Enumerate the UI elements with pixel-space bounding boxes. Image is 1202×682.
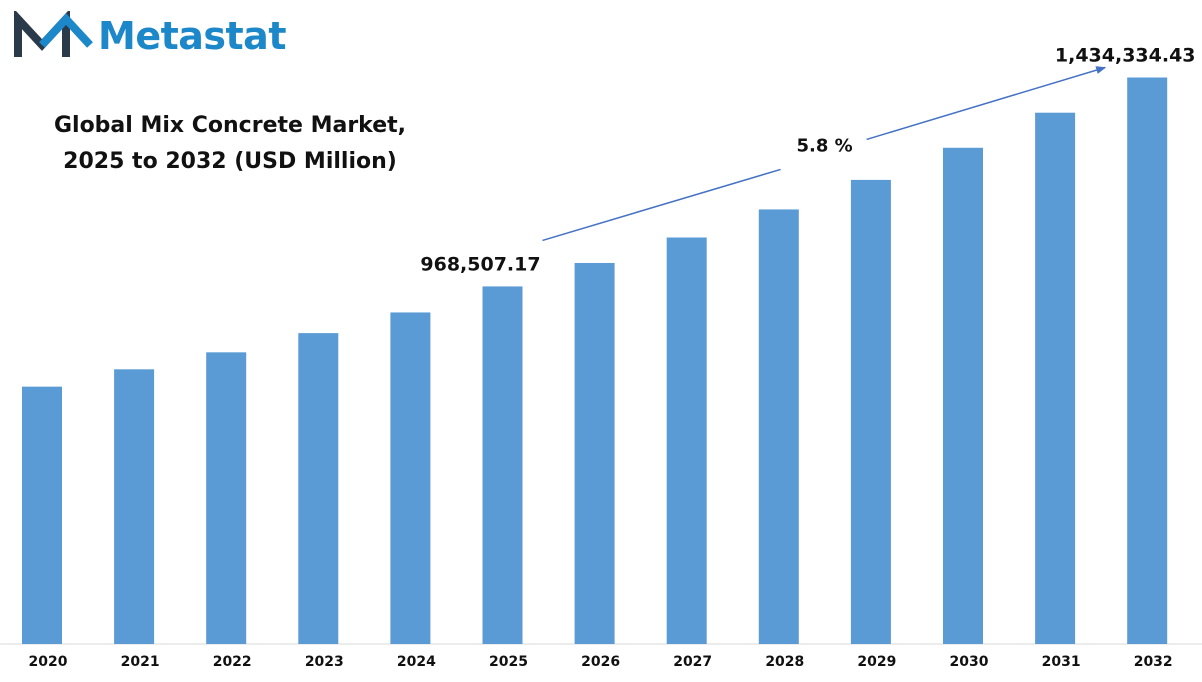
bar-2026 — [574, 262, 615, 644]
bar-2025 — [482, 286, 523, 644]
x-tick-label-2026: 2026 — [581, 654, 620, 670]
x-tick-label-2020: 2020 — [29, 654, 68, 670]
bar-2031 — [1035, 112, 1076, 644]
x-tick-label-2031: 2031 — [1042, 654, 1081, 670]
growth-rate-label: 5.8 % — [796, 135, 852, 156]
growth-arrow-segment-1 — [542, 168, 781, 242]
bar-2030 — [943, 147, 983, 644]
x-tick-label-2032: 2032 — [1134, 654, 1173, 670]
bar-2022 — [206, 352, 247, 644]
growth-arrow-segment-2 — [866, 66, 1107, 141]
bar-2029 — [850, 179, 891, 644]
x-tick-label-2030: 2030 — [950, 654, 989, 670]
x-tick-label-2022: 2022 — [213, 654, 252, 670]
chart-title-line-1: Global Mix Concrete Market, — [53, 113, 407, 138]
bar-2032 — [1127, 77, 1168, 645]
x-tick-label-2028: 2028 — [765, 654, 804, 670]
chart-title-line-2: 2025 to 2032 (USD Million) — [63, 149, 397, 174]
bar-2027 — [666, 237, 707, 644]
chart-title: Global Mix Concrete Market, 2025 to 2032… — [30, 108, 430, 180]
x-tick-label-2024: 2024 — [397, 654, 436, 670]
data-label-2025: 968,507.17 — [420, 253, 540, 275]
bar-2021 — [114, 369, 155, 644]
brand-name: Metastat — [98, 14, 287, 58]
bar-2024 — [390, 312, 431, 644]
x-tick-label-2027: 2027 — [673, 654, 712, 670]
x-tick-label-2029: 2029 — [857, 654, 896, 670]
x-tick-label-2023: 2023 — [305, 654, 344, 670]
bar-2023 — [298, 333, 339, 644]
x-tick-label-2025: 2025 — [489, 654, 528, 670]
bar-2028 — [758, 209, 799, 644]
metastat-logo-icon — [14, 11, 93, 57]
x-tick-label-2021: 2021 — [121, 654, 160, 670]
data-label-2032: 1,434,334.43 — [1055, 45, 1196, 67]
bar-2020 — [22, 386, 62, 644]
brand-logo: Metastat — [12, 8, 287, 64]
